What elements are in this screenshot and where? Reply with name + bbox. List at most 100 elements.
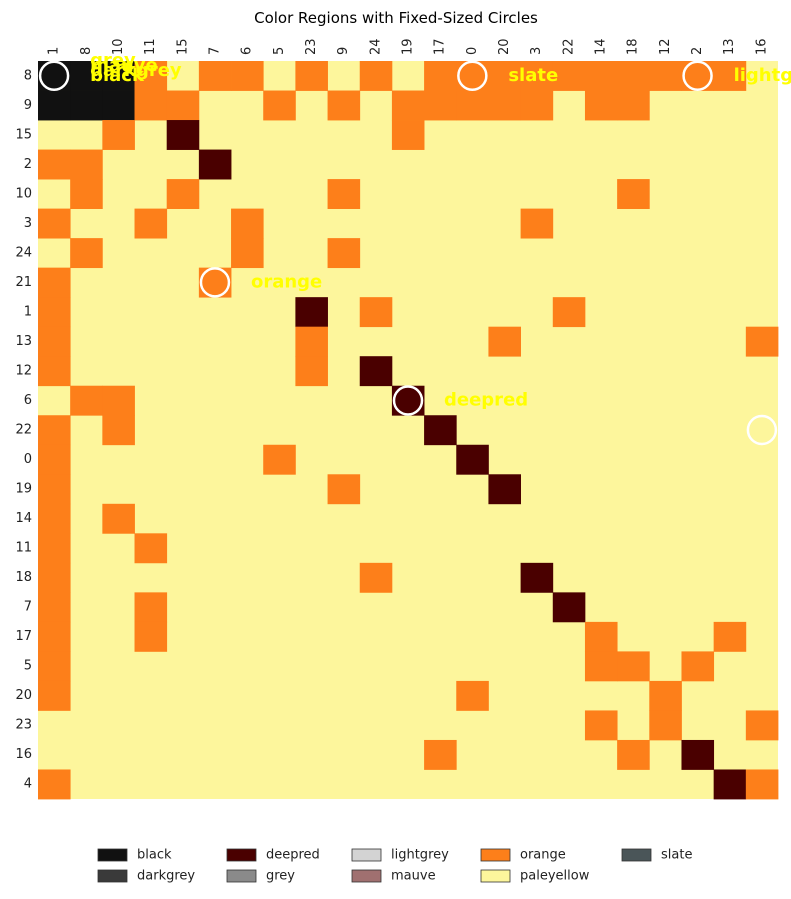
heatmap-cell <box>584 621 618 652</box>
heatmap-cell <box>391 90 425 121</box>
y-tick-label: 21 <box>15 275 32 290</box>
heatmap-cell <box>231 238 264 269</box>
heatmap-cell <box>745 326 779 357</box>
legend-swatch <box>621 848 652 862</box>
x-tick-label: 15 <box>175 38 190 55</box>
legend-swatch <box>480 869 511 883</box>
x-tick-label: 20 <box>497 38 512 55</box>
heatmap-cell <box>102 385 135 416</box>
heatmap-cell <box>359 562 393 593</box>
heatmap-cell <box>584 710 618 741</box>
y-tick-label: 7 <box>24 600 32 615</box>
heatmap-cell <box>327 474 361 505</box>
legend-label: orange <box>520 848 566 863</box>
x-tick-label: 16 <box>754 38 769 55</box>
region-annotation: lightgrey <box>734 65 791 86</box>
heatmap-cell <box>38 474 71 505</box>
marker-circle <box>682 60 713 92</box>
heatmap-cell <box>584 61 618 91</box>
x-tick-label: 8 <box>79 47 94 55</box>
x-tick-label: 9 <box>336 47 351 55</box>
heatmap-cell <box>520 208 554 239</box>
y-tick-label: 24 <box>15 245 32 260</box>
legend-swatch <box>351 848 382 862</box>
heatmap-cell <box>38 90 71 121</box>
heatmap-cell <box>38 562 71 593</box>
heatmap-cell <box>70 238 103 269</box>
heatmap-cell <box>231 61 264 91</box>
heatmap-cell <box>649 710 682 741</box>
legend-swatch <box>97 848 128 862</box>
heatmap-cell <box>38 326 71 357</box>
x-tick-label: 18 <box>626 38 641 55</box>
legend-label: darkgrey <box>137 869 195 884</box>
heatmap-cell <box>391 120 425 150</box>
heatmap-cell <box>38 356 71 387</box>
region-annotation: darkgrey <box>90 60 182 81</box>
y-tick-label: 13 <box>15 334 32 349</box>
marker-circles <box>38 60 778 446</box>
region-annotation: grey <box>90 50 136 71</box>
x-tick-label: 0 <box>465 47 480 55</box>
y-tick-label: 18 <box>15 570 32 585</box>
heatmap-cell <box>70 149 103 180</box>
heatmap-cell <box>166 90 200 121</box>
heatmap-cell <box>38 533 71 564</box>
heatmap-cell <box>584 90 618 121</box>
marker-circle <box>199 267 231 298</box>
heatmap-cell <box>38 592 71 623</box>
heatmap-cell <box>681 739 715 770</box>
heatmap-cell <box>359 61 393 91</box>
heatmap-cell <box>488 61 521 91</box>
marker-circle <box>392 385 424 416</box>
heatmap-cell <box>102 415 135 446</box>
heatmap-cell <box>552 297 586 328</box>
heatmap-cell <box>584 651 618 682</box>
y-tick-label: 10 <box>15 186 32 201</box>
x-tick-label: 17 <box>433 38 448 55</box>
y-tick-label: 1 <box>24 304 32 319</box>
heatmap-cell <box>134 592 168 623</box>
legend-swatch <box>480 848 511 862</box>
heatmap-cell <box>70 61 103 91</box>
x-tick-label: 1 <box>47 47 62 55</box>
heatmap-cell <box>134 533 168 564</box>
heatmap-cell <box>424 90 457 121</box>
heatmap-cell <box>38 267 71 298</box>
heatmap-cell <box>38 297 71 328</box>
x-tick-label: 14 <box>594 38 609 55</box>
y-tick-label: 17 <box>15 629 32 644</box>
heatmap-cell <box>295 326 328 357</box>
heatmap-cell <box>38 208 71 239</box>
heatmap-cell <box>456 90 489 121</box>
heatmap-cells <box>38 61 779 800</box>
legend-swatch <box>226 869 257 883</box>
heatmap-cell <box>327 238 361 269</box>
region-annotation: mauve <box>90 55 158 76</box>
heatmap-cell <box>134 90 168 121</box>
heatmap-cell <box>552 592 586 623</box>
heatmap-cell <box>327 179 361 209</box>
heatmap-cell <box>520 562 554 593</box>
legend-label: grey <box>266 869 295 884</box>
x-tick-label: 13 <box>722 38 737 55</box>
heatmap-cell <box>649 680 682 711</box>
heatmap-cell <box>102 90 135 121</box>
heatmap-cell <box>38 415 71 446</box>
heatmap-cell <box>617 179 650 209</box>
legend: black darkgrey deepred grey lightgrey mauve or… <box>97 848 692 884</box>
heatmap-cell <box>745 769 779 800</box>
region-annotation: black <box>90 65 145 86</box>
legend-swatch <box>351 869 382 883</box>
x-tick-label: 6 <box>240 47 255 55</box>
heatmap-cell <box>263 444 296 475</box>
heatmap-cell <box>102 120 135 150</box>
y-tick-label: 0 <box>24 452 32 467</box>
x-tick-label: 22 <box>561 38 576 55</box>
heatmap-cell <box>488 326 521 357</box>
heatmap-cell <box>520 90 554 121</box>
marker-circle <box>457 60 488 92</box>
y-tick-label: 19 <box>15 482 32 497</box>
